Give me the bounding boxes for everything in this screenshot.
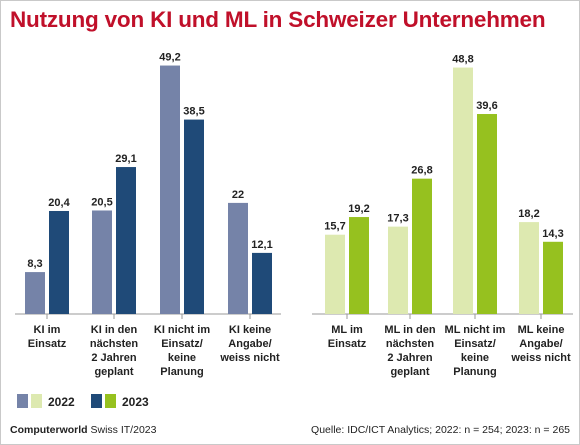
- bar-chart: 8,3 20,4 KI im Einsatz 20,5 29,1 KI in den näch…: [15, 52, 573, 409]
- ki-value-label-2023-2: 29,1: [115, 153, 136, 165]
- ml-bar-2023-3: [477, 114, 497, 315]
- ml-bar-2022-3: [453, 67, 473, 314]
- ml-value-label-2023-3: 39,6: [476, 100, 497, 112]
- ki-bar-2022-2: [92, 210, 112, 314]
- ki-value-label-2023-1: 20,4: [48, 197, 70, 209]
- ml-category-label-2: ML in den nächsten 2 Jahren geplant: [384, 324, 435, 378]
- ki-category-label-1: KI im Einsatz: [28, 324, 67, 350]
- ml-value-label-2022-4: 18,2: [518, 208, 539, 220]
- ml-value-label-2023-1: 19,2: [348, 203, 369, 215]
- ki-bar-2022-1: [25, 272, 45, 314]
- legend-label-2022: 2022: [48, 395, 75, 409]
- ki-value-label-2022-1: 8,3: [27, 258, 42, 270]
- ki-category-label-4: KI keine Angabe/weiss nicht: [219, 324, 280, 364]
- ml-bar-2023-1: [349, 217, 369, 314]
- ml-value-label-2022-3: 48,8: [452, 54, 473, 66]
- ki-value-label-2022-3: 49,2: [159, 52, 180, 64]
- ml-bar-2023-2: [412, 178, 432, 314]
- ml-bar-2023-4: [543, 241, 563, 314]
- ki-bar-2023-1: [49, 210, 69, 314]
- legend-swatch-ml-2022: [31, 394, 42, 408]
- ml-bar-2022-4: [519, 222, 539, 314]
- ml-bar-2022-1: [325, 234, 345, 314]
- legend-label-2023: 2023: [122, 395, 149, 409]
- ki-bar-2023-4: [252, 252, 272, 314]
- chart-title: Nutzung von KI und ML in Schweizer Unter…: [10, 7, 546, 32]
- ki-bar-2023-3: [184, 119, 204, 314]
- ml-category-label-1: ML im Einsatz: [328, 324, 367, 350]
- legend-swatch-ki-2023: [91, 394, 102, 408]
- legend-swatch-ml-2023: [105, 394, 116, 408]
- ki-category-label-2: KI in den nächsten 2 Jahren geplant: [90, 324, 139, 378]
- ml-category-label-3: ML nicht im Einsatz/keine Planung: [445, 324, 506, 378]
- ml-value-label-2023-4: 14,3: [542, 228, 563, 240]
- ml-category-label-4: ML keine Angabe/weiss nicht: [510, 324, 571, 364]
- ml-value-label-2022-1: 15,7: [324, 221, 345, 233]
- footer-credit: Computerworld Swiss IT/2023: [10, 424, 156, 436]
- footer-brand: Computerworld: [10, 424, 88, 436]
- ki-value-label-2022-2: 20,5: [91, 196, 112, 208]
- footer-edition: Swiss IT/2023: [90, 424, 157, 436]
- ki-bar-2022-3: [160, 65, 180, 314]
- footer-source: Quelle: IDC/ICT Analytics; 2022: n = 254…: [311, 424, 570, 436]
- ki-bar-2023-2: [116, 167, 136, 314]
- ki-value-label-2022-4: 22: [232, 189, 244, 201]
- ki-value-label-2023-4: 12,1: [251, 239, 272, 251]
- ki-bar-2022-4: [228, 202, 248, 314]
- ml-value-label-2022-2: 17,3: [387, 213, 408, 225]
- legend-swatch-ki-2022: [17, 394, 28, 408]
- ki-category-label-3: KI nicht im Einsatz/keine Planung: [154, 324, 210, 378]
- ki-value-label-2023-3: 38,5: [183, 106, 204, 118]
- ml-value-label-2023-2: 26,8: [411, 165, 432, 177]
- ml-bar-2022-2: [388, 226, 408, 314]
